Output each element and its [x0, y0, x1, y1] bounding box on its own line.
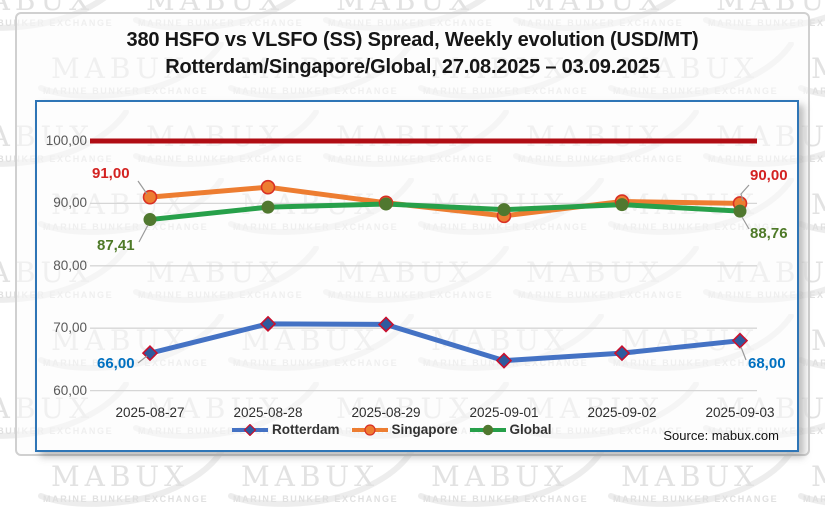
- data-point-marker-global: [733, 204, 747, 218]
- data-point-marker-singapore: [260, 179, 276, 195]
- y-axis-tick-label: 100,00: [45, 133, 87, 148]
- data-point-marker-rotterdam: [731, 332, 749, 349]
- data-label-singapore-start: 91,00: [92, 165, 130, 182]
- svg-text:MARINE BUNKER EXCHANGE: MARINE BUNKER EXCHANGE: [423, 494, 588, 504]
- callout-leader-line: [137, 180, 148, 195]
- data-point-marker-global: [497, 203, 511, 217]
- data-label-rotterdam-start: 66,00: [97, 355, 135, 372]
- callout-leader-line: [741, 216, 750, 230]
- global-line-marker-icon: [469, 424, 506, 435]
- callout-leader-line: [740, 346, 747, 361]
- svg-text:MABUX: MABUX: [811, 460, 825, 493]
- legend-item-global: Global: [469, 422, 552, 437]
- svg-text:MARINE BUNKER EXCHANGE: MARINE BUNKER EXCHANGE: [803, 494, 825, 504]
- data-label-global-start: 87,41: [97, 237, 135, 254]
- data-point-marker-rotterdam: [377, 316, 395, 333]
- svg-text:MARINE BUNKER EXCHANGE: MARINE BUNKER EXCHANGE: [613, 494, 778, 504]
- legend-label-singapore: Singapore: [391, 422, 458, 437]
- y-axis-tick-label: 60,00: [53, 382, 87, 398]
- data-label-rotterdam-end: 68,00: [748, 355, 786, 372]
- chart-title-line1: 380 HSFO vs VLSFO (SS) Spread, Weekly ev…: [126, 29, 699, 51]
- legend-item-singapore: Singapore: [351, 422, 458, 437]
- data-point-marker-global: [379, 197, 393, 211]
- chart-panel: 100,00 90,00 80,00 70,00 60,00 2025-08-2…: [35, 100, 799, 452]
- page-title: 380 HSFO vs VLSFO (SS) Spread, Weekly ev…: [17, 14, 808, 81]
- y-axis-tick-label: 80,00: [53, 257, 87, 273]
- svg-text:MARINE BUNKER EXCHANGE: MARINE BUNKER EXCHANGE: [233, 494, 398, 504]
- svg-text:MABUX: MABUX: [431, 460, 569, 493]
- chart-card: 380 HSFO vs VLSFO (SS) Spread, Weekly ev…: [15, 12, 810, 456]
- svg-text:MABUX: MABUX: [811, 52, 825, 85]
- x-axis-tick-label: 2025-09-03: [705, 405, 775, 420]
- y-axis-tick-label: 70,00: [53, 320, 87, 336]
- svg-text:MARINE BUNKER EXCHANGE: MARINE BUNKER EXCHANGE: [43, 494, 208, 504]
- callout-leader-line: [137, 355, 148, 364]
- data-label-global-end: 88,76: [750, 225, 788, 242]
- legend-label-global: Global: [509, 422, 552, 437]
- data-point-marker-global: [615, 198, 629, 212]
- legend-label-rotterdam: Rotterdam: [272, 422, 340, 437]
- svg-text:MABUX: MABUX: [51, 460, 189, 493]
- svg-text:MABUX: MABUX: [811, 324, 825, 357]
- singapore-line-marker-icon: [351, 423, 388, 436]
- svg-text:MABUX: MABUX: [811, 188, 825, 221]
- callout-leader-line: [138, 224, 149, 243]
- data-point-marker-rotterdam: [613, 345, 631, 362]
- x-axis-tick-label: 2025-08-27: [115, 405, 185, 420]
- svg-text:MABUX: MABUX: [621, 460, 759, 493]
- x-axis-tick-label: 2025-09-02: [587, 405, 657, 420]
- x-axis-tick-label: 2025-09-01: [469, 405, 539, 420]
- rotterdam-line-marker-icon: [232, 423, 268, 436]
- chart-plot-area: [90, 138, 757, 392]
- data-point-marker-rotterdam: [495, 352, 513, 369]
- data-label-singapore-end: 90,00: [750, 167, 788, 184]
- data-point-marker-global: [261, 200, 275, 214]
- source-attribution: Source: mabux.com: [663, 428, 779, 443]
- data-point-marker-global: [143, 213, 157, 227]
- series-line-rotterdam: [147, 321, 743, 364]
- x-axis-tick-label: 2025-08-29: [351, 405, 421, 420]
- svg-text:MABUX: MABUX: [241, 460, 379, 493]
- chart-title-line2: Rotterdam/Singapore/Global, 27.08.2025 –…: [165, 56, 660, 78]
- chart-legend: Rotterdam Singapore Global: [232, 422, 552, 437]
- x-axis-tick-label: 2025-08-28: [233, 405, 303, 420]
- legend-item-rotterdam: Rotterdam: [232, 422, 340, 437]
- y-axis-tick-label: 90,00: [53, 195, 87, 211]
